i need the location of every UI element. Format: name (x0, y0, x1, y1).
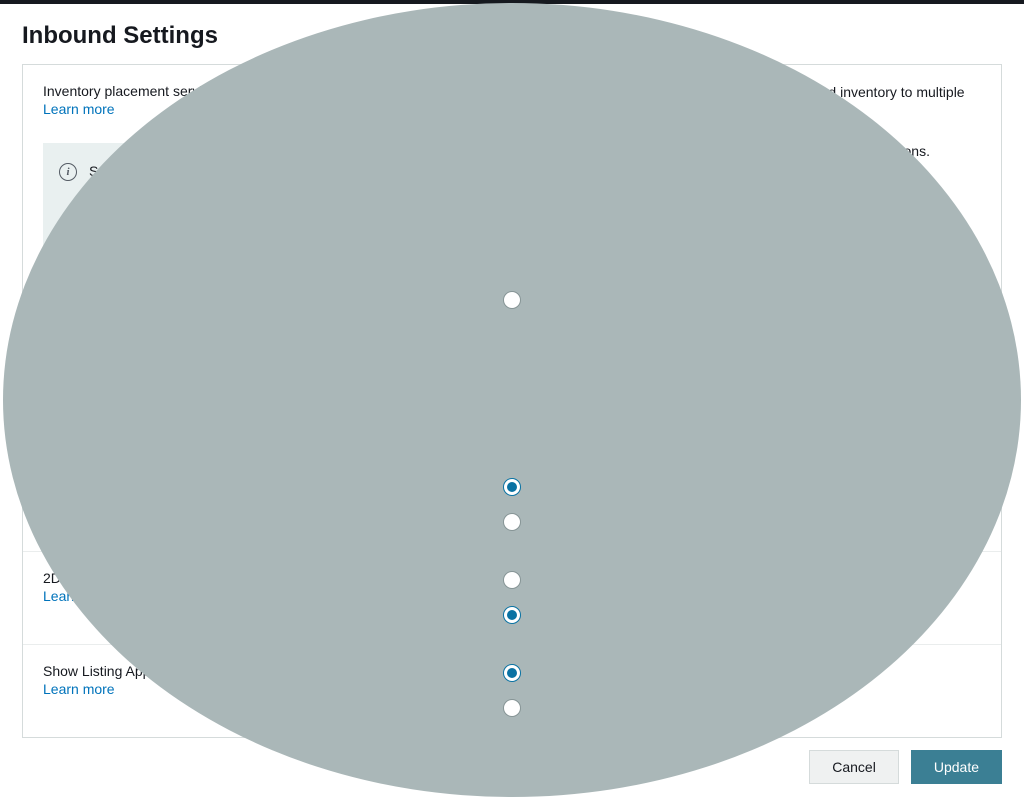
section-placement: Inventory placement service fee option f… (23, 65, 1001, 459)
radio-restricted-enable[interactable] (503, 478, 521, 496)
listing-learn-more-link[interactable]: Learn more (43, 681, 115, 697)
radio-partial-east (537, 195, 553, 211)
radio-listing-disable[interactable] (503, 699, 521, 717)
opt1-regions: East Central West (537, 193, 930, 264)
radio-restricted-disable[interactable] (503, 513, 521, 531)
radio-listing-enable[interactable] (503, 664, 521, 682)
settings-panel: Inventory placement service fee option f… (22, 64, 1002, 738)
radio-partial-label: Partial shipment splits: You send invent… (537, 142, 930, 270)
placement-learn-more-link[interactable]: Learn more (43, 101, 115, 117)
info-icon: i (59, 163, 77, 181)
placement-option-partial: Partial shipment splits: You send invent… (503, 142, 981, 270)
radio-barcodes-disable[interactable] (503, 606, 521, 624)
cancel-button[interactable]: Cancel (809, 750, 899, 784)
radio-barcodes-enable[interactable] (503, 571, 521, 589)
placement-options: Amazon-optimized shipment splits: You se… (503, 83, 981, 438)
page-container: Inbound Settings Inventory placement ser… (0, 4, 1024, 784)
update-button[interactable]: Update (911, 750, 1002, 784)
